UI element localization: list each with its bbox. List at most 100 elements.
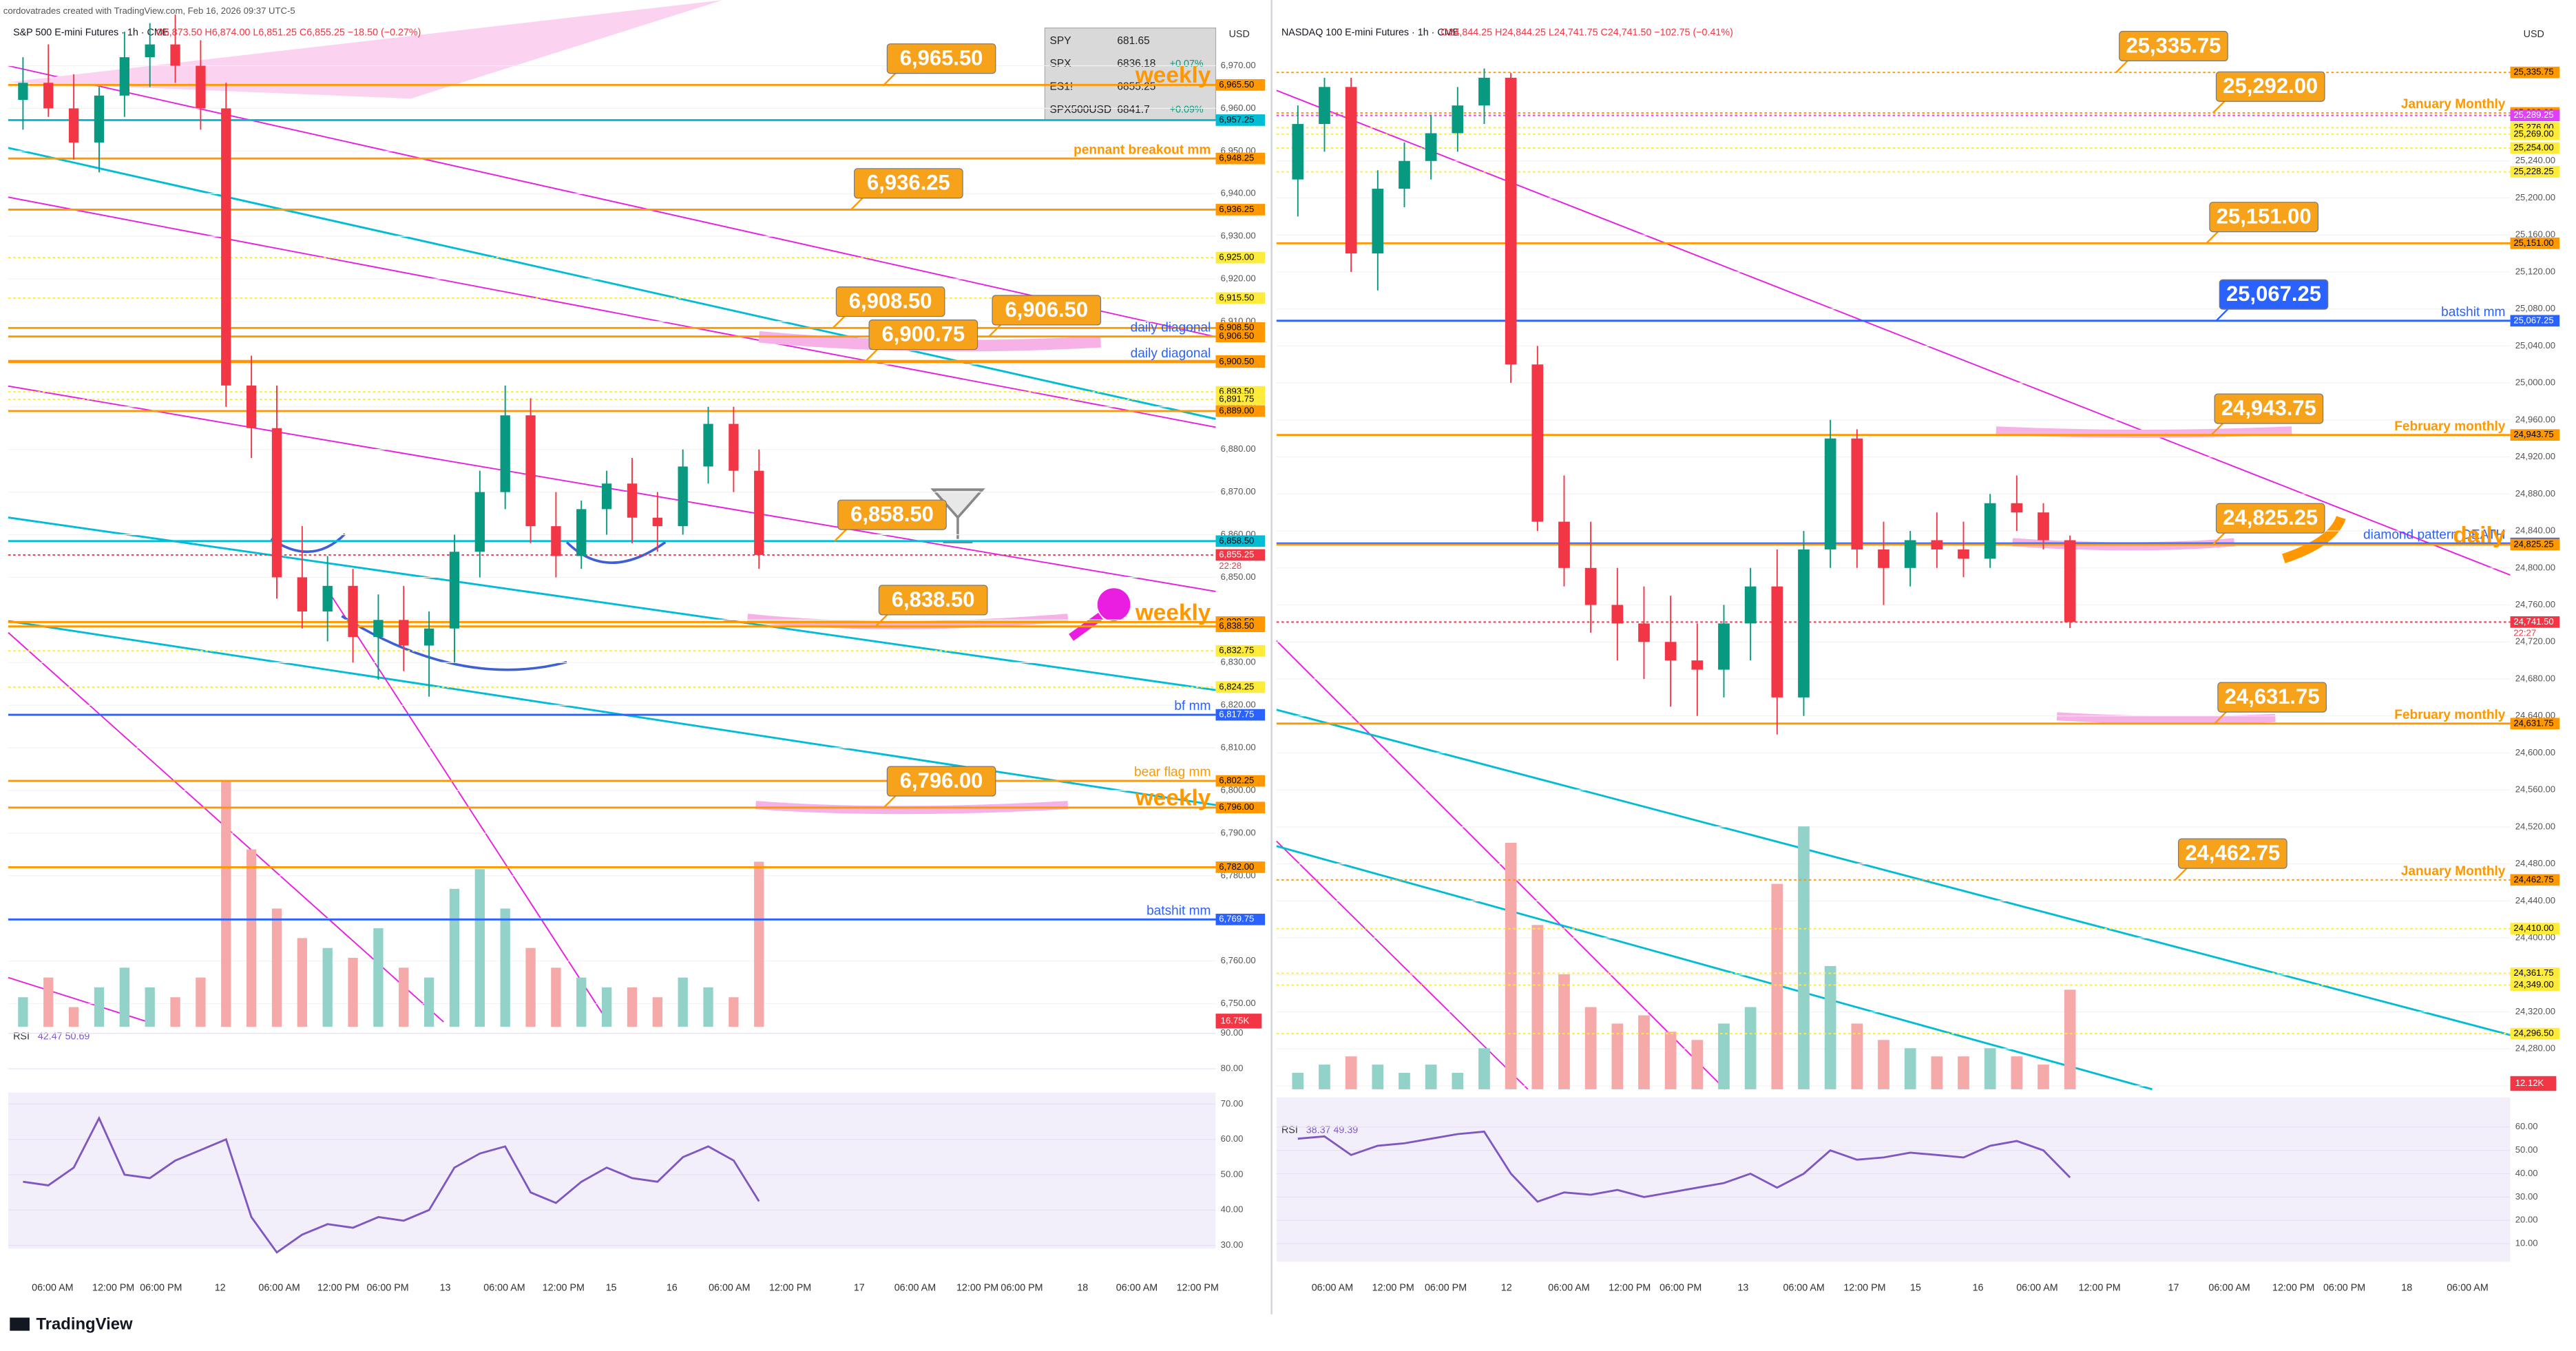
- callout-pointer: [883, 793, 898, 808]
- currency: USD: [2524, 29, 2544, 40]
- y-tick-label: 24,880.00: [2515, 488, 2555, 499]
- y-tick-label: 6,820.00: [1221, 700, 1256, 710]
- price-label-box: [2510, 1027, 2560, 1040]
- watermark: cordovatrades created with TradingView.c…: [3, 6, 295, 16]
- candle-body: [500, 415, 510, 492]
- level-note: weekly: [1135, 600, 1211, 625]
- callout-pointer: [2115, 59, 2130, 74]
- callout-label: 25,335.75: [2126, 33, 2221, 57]
- y-tick-label: 24,440.00: [2515, 895, 2555, 905]
- y-tick-label: 24,840.00: [2515, 525, 2555, 536]
- candle-body: [322, 585, 333, 611]
- volume-bar: [474, 869, 485, 1027]
- countdown: 22:28: [1219, 561, 1242, 571]
- price: 6836.18: [1117, 58, 1155, 70]
- x-tick-label: 12: [1501, 1282, 1512, 1293]
- price-label-box: [2510, 109, 2560, 121]
- callout-label: 24,631.75: [2225, 684, 2320, 709]
- callout-label: 24,825.25: [2223, 505, 2318, 530]
- price-label: 6,948.25: [1219, 153, 1254, 163]
- candle-body: [652, 517, 662, 527]
- y-tick-label: 24,800.00: [2515, 562, 2555, 572]
- price-label: 6,957.25: [1219, 114, 1254, 125]
- volume-bar: [1452, 1073, 1464, 1089]
- candle-body: [271, 428, 282, 578]
- price-label: 6,891.75: [1219, 393, 1254, 404]
- x-tick-label: 18: [2401, 1282, 2412, 1293]
- callout-label: 25,151.00: [2217, 205, 2312, 229]
- volume-bar: [1771, 883, 1783, 1089]
- volume-bar: [246, 849, 257, 1027]
- rsi-name: RSI: [1281, 1124, 1298, 1135]
- price-label: 24,361.75: [2513, 967, 2553, 978]
- volume-bar: [754, 861, 764, 1027]
- y-tick-label: 24,680.00: [2515, 673, 2555, 683]
- price-label-box: [1215, 356, 1266, 368]
- candle-body: [1292, 124, 1304, 180]
- candle-body: [576, 509, 587, 556]
- trendline: [8, 516, 1216, 691]
- x-tick-label: 06:00 AM: [894, 1282, 936, 1293]
- y-tick-label: 24,920.00: [2515, 451, 2555, 461]
- volume-bar: [94, 987, 105, 1027]
- callout-label: 25,292.00: [2223, 74, 2318, 98]
- volume-bar: [500, 908, 510, 1027]
- x-tick-label: 15: [606, 1282, 617, 1293]
- rsi-line: [1297, 1130, 2071, 1203]
- rsi-tick-label: 30.00: [2515, 1191, 2538, 1202]
- candle-body: [1878, 549, 1889, 568]
- callout-box: [868, 319, 978, 350]
- callout-box: [837, 499, 947, 530]
- y-tick-label: 6,790.00: [1221, 827, 1256, 837]
- volume-bar: [322, 947, 333, 1027]
- callout-pointer: [2206, 229, 2221, 244]
- volume-label: 12.12K: [2515, 1078, 2544, 1088]
- y-tick-label: 6,850.00: [1221, 572, 1256, 582]
- volume-bar: [1638, 1015, 1650, 1089]
- callout-pointer: [850, 196, 865, 211]
- highlight: [1996, 426, 2292, 438]
- symbol: SPY: [1050, 35, 1071, 47]
- price-label-box: [1215, 331, 1266, 342]
- logo-text: TradingView: [36, 1315, 132, 1334]
- candle-body: [1558, 521, 1570, 568]
- callout-pointer: [2214, 709, 2229, 724]
- candle-body: [1984, 503, 1996, 559]
- candle-body: [1425, 133, 1437, 161]
- price-label-box: [1215, 913, 1266, 925]
- trendline: [1276, 640, 1726, 1090]
- level-note: diamond pattern DEATH: [2363, 527, 2505, 542]
- y-tick-label: 24,760.00: [2515, 599, 2555, 609]
- volume-bar: [449, 888, 460, 1027]
- y-tick-label: 24,960.00: [2515, 414, 2555, 424]
- price-label: 6,817.75: [1219, 709, 1254, 720]
- x-tick-label: 12:00 PM: [1609, 1282, 1651, 1293]
- candle-body: [18, 83, 28, 101]
- trendline: [8, 65, 1216, 338]
- price-label: 6,925.00: [1219, 252, 1254, 262]
- volume-bar: [1531, 925, 1544, 1089]
- price-label: 6,900.50: [1219, 356, 1254, 366]
- y-tick-label: 25,080.00: [2515, 303, 2555, 313]
- volume-bar: [1931, 1056, 1943, 1089]
- price-label: 6,824.25: [1219, 681, 1254, 691]
- x-tick-label: 06:00 AM: [2016, 1282, 2057, 1293]
- price-label: 6,908.50: [1219, 322, 1254, 333]
- level-note: bear flag mm: [1134, 765, 1211, 779]
- callout-pointer: [875, 612, 890, 627]
- callout-box: [854, 168, 963, 199]
- price-label: 24,943.75: [2513, 429, 2553, 439]
- symbol-title: S&P 500 E-mini Futures · 1h · CME: [13, 28, 169, 39]
- callout-pointer: [2215, 306, 2230, 322]
- price-label: 6,936.25: [1219, 204, 1254, 214]
- drawing: [341, 615, 567, 671]
- volume-bar: [348, 958, 358, 1027]
- highlight: [2056, 712, 2276, 724]
- volume-bar: [1345, 1056, 1357, 1089]
- callout-box: [2119, 30, 2228, 62]
- x-tick-label: 06:00 PM: [140, 1282, 182, 1293]
- arrow-drawing: [2282, 515, 2346, 564]
- y-tick-label: 6,800.00: [1221, 784, 1256, 795]
- x-tick-label: 06:00 AM: [1116, 1282, 1158, 1293]
- price-label-box: [1215, 152, 1266, 165]
